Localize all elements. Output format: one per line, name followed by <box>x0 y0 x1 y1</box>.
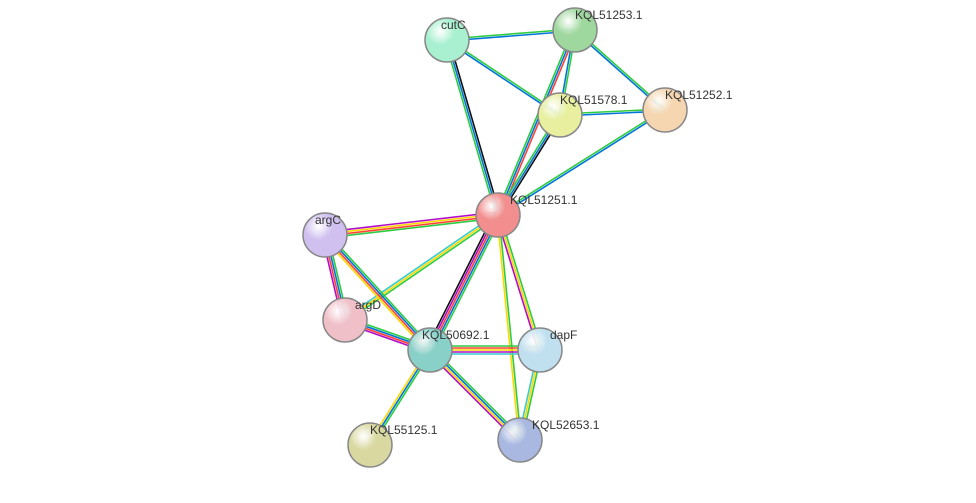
node-KQL51252.1[interactable] <box>643 88 687 132</box>
edges-group <box>322 29 666 446</box>
node-argD[interactable] <box>323 298 367 342</box>
edge-KQL51251.1-cutC-blue <box>447 40 498 215</box>
node-dapF[interactable] <box>518 328 562 372</box>
edge-KQL51251.1-cutC-black <box>449 39 500 214</box>
node-cutC[interactable] <box>425 18 469 62</box>
edge-KQL51251.1-KQL51252.1-blue <box>499 111 666 216</box>
edge-KQL51251.1-KQL50692.1-green <box>434 217 502 352</box>
node-argC[interactable] <box>303 213 347 257</box>
node-KQL50692.1[interactable] <box>408 328 452 372</box>
node-KQL52653.1[interactable] <box>498 418 542 462</box>
node-KQL51251.1[interactable] <box>476 193 520 237</box>
edge-KQL51251.1-KQL50692.1-black <box>426 213 494 348</box>
node-KQL51578.1[interactable] <box>538 93 582 137</box>
edge-KQL51251.1-argC-purple <box>325 212 498 232</box>
node-KQL51253.1[interactable] <box>553 8 597 52</box>
network-graph <box>0 0 976 503</box>
node-KQL55125.1[interactable] <box>348 423 392 467</box>
edge-KQL51251.1-KQL50692.1-purple <box>428 214 496 349</box>
